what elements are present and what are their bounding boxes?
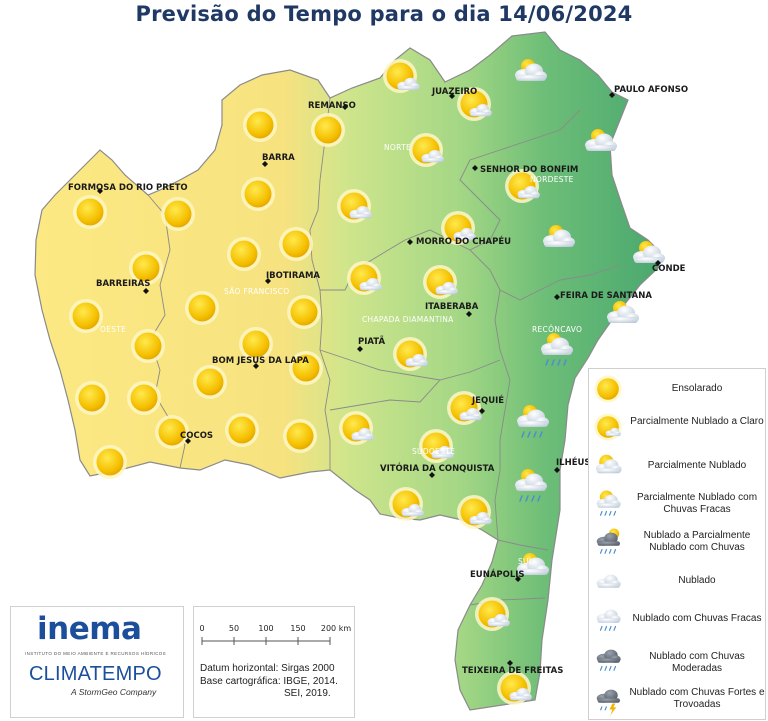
legend-label: Parcialmente Nublado a Claro [630,416,764,427]
inema-subtitle: INSTITUTO DO MEIO AMBIENTE E RECURSOS HÍ… [25,651,167,656]
legend-label: Nublado com Chuvas Fracas [632,613,762,624]
city-label-formosa-do-rio-preto: FORMOSA DO RIO PRETO [68,183,188,193]
region-label-nordeste: NORDESTE [530,175,574,184]
cloudy-rain-icon [596,528,620,554]
city-label-conde: CONDE [652,264,686,274]
region-label-sudoeste: SUDOESTE [412,447,455,456]
legend-label: Nublado com Chuvas Fortes e Trovoadas [629,687,765,710]
city-label-bom-jesus-da-lapa: BOM JESUS DA LAPA [212,356,309,366]
region-label-sao-francisco: SÃO FRANCISCO [224,287,289,296]
scale-tick-label: 100 [258,624,273,633]
storm-icon [596,689,620,716]
scale-tick-label: 150 [290,624,305,633]
partly-cloudy-light-rain-icon [596,490,621,516]
map-weather-icons [69,59,665,705]
legend-item-ensolarado: Ensolarado [589,369,765,409]
city-markers [97,92,661,666]
legend-item-parcialmente-nublado-a-claro: Parcialmente Nublado a Claro [589,407,765,447]
legend-label: Nublado com Chuvas Moderadas [649,651,745,674]
state-bahia-shape [34,31,661,711]
region-label-oeste: OESTE [100,325,126,334]
city-label-ilheus: ILHÉUS [556,456,591,468]
logos-panel: inema INSTITUTO DO MEIO AMBIENTE E RECUR… [10,606,184,718]
city-label-juazeiro: JUAZEIRO [431,87,477,97]
cloud-moderate-rain-icon [596,649,621,671]
region-label-norte: NORTE [384,143,411,152]
sun-icon [594,375,622,403]
scale-bar: 0 50 100 150 200 km [199,624,351,645]
partly-cloudy-icon [596,454,622,474]
sun-small-cloud-icon [594,413,622,441]
city-label-barreiras: BARREIRAS [96,279,150,289]
climatempo-subtitle: A StormGeo Company [71,687,157,697]
legend-item-parcialmente-nublado: Parcialmente Nublado [589,445,765,485]
region-label-reconcavo: RECÔNCAVO [532,325,582,334]
city-label-ibotirama: IBOTIRAMA [266,271,320,281]
city-label-barra: BARRA [262,153,295,163]
map-title: Previsão do Tempo para o dia 14/06/2024 [135,2,633,26]
city-labels: REMANSO JUAZEIRO PAULO AFONSO BARRA FORM… [68,85,688,676]
scale-tick-label: 0 [199,624,204,633]
city-label-vitoria-da-conquista: VITÓRIA DA CONQUISTA [380,462,495,474]
city-label-senhor-do-bonfim: SENHOR DO BONFIM [480,165,578,175]
city-label-piata: PIATÃ [358,336,385,347]
datum-text: Datum horizontal: Sirgas 2000 Base carto… [200,663,338,701]
climatempo-logo: CLIMATEMPO [29,663,162,685]
datum-line: SEI, 2019. [284,688,331,699]
city-label-remanso: REMANSO [308,101,356,111]
scale-panel: 0 50 100 150 200 km Datum horizontal: Si… [193,606,355,718]
city-label-eunapolis: EUNÁPOLIS [470,568,525,580]
city-label-itaberaba: ITABERABA [425,302,479,312]
city-label-cocos: COCOS [180,431,213,441]
region-label-chapada-diamantina: CHAPADA DIAMANTINA [362,315,454,324]
cloud-icon [596,574,621,588]
legend-item-nublado-a-parcialmente-nublado-chuvas: Nublado a Parcialmente Nublado com Chuva… [589,521,765,561]
city-label-teixeira-de-freitas: TEIXEIRA DE FREITAS [462,666,563,676]
legend-item-nublado-chuvas-fortes-trovoadas: Nublado com Chuvas Fortes e Trovoadas [589,679,765,719]
legend-item-nublado: Nublado [589,561,765,601]
scale-tick-label: 50 [229,624,239,633]
legend-item-nublado-chuvas-moderadas: Nublado com Chuvas Moderadas [589,639,765,679]
legend-label: Parcialmente Nublado com Chuvas Fracas [636,492,758,515]
legend-label: Parcialmente Nublado [647,460,747,471]
cloud-light-rain-icon [596,609,621,631]
region-labels: NORTE NORDESTE SÃO FRANCISCO OESTE CHAPA… [100,143,582,566]
scale-tick-label: 200 km [321,624,351,633]
legend-label: Nublado a Parcialmente Nublado com Chuva… [643,530,751,553]
city-label-jequie: JEQUIÉ [471,394,504,406]
legend: Ensolarado Parcialmente Nublado a Claro … [588,368,766,720]
datum-line: Datum horizontal: Sirgas 2000 [200,663,335,674]
city-label-morro-do-chapeu: MORRO DO CHAPÉU [416,235,511,247]
legend-label: Nublado [678,575,716,586]
region-label-sul: SUL [518,557,534,566]
legend-item-parcialmente-nublado-chuvas-fracas: Parcialmente Nublado com Chuvas Fracas [589,483,765,523]
datum-line: Base cartográfica: IBGE, 2014. [200,675,338,687]
legend-label: Ensolarado [671,383,723,394]
inema-logo: inema [37,611,142,647]
city-label-paulo-afonso: PAULO AFONSO [614,85,688,95]
legend-item-nublado-chuvas-fracas: Nublado com Chuvas Fracas [589,599,765,639]
city-label-feira-de-santana: FEIRA DE SANTANA [560,291,652,301]
